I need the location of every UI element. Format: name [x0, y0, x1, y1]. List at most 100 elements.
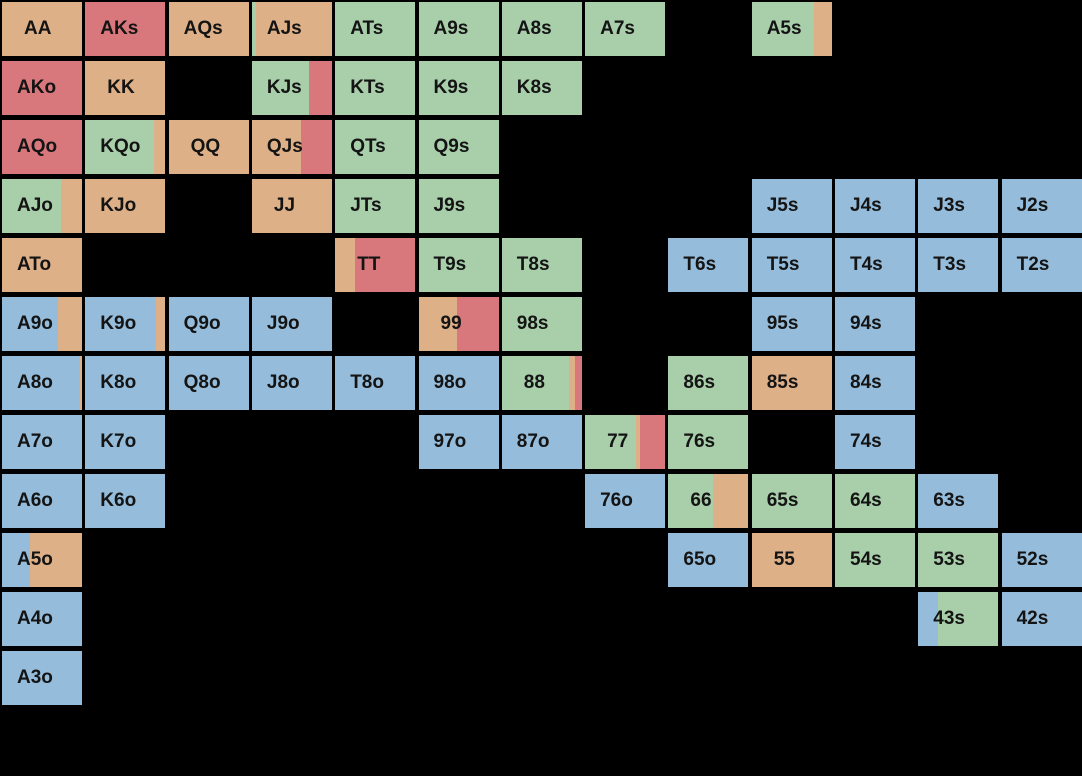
hand-cell-A5s[interactable]: A5s [751, 2, 832, 56]
hand-cell-KJs[interactable]: KJs [251, 61, 332, 115]
frequency-segment-orange [85, 61, 166, 115]
hand-cell-K9s[interactable]: K9s [418, 61, 499, 115]
hand-cell-98o[interactable]: 98o [418, 356, 499, 410]
hand-cell-K8o[interactable]: K8o [85, 356, 166, 410]
hand-cell-TT[interactable]: TT [335, 238, 416, 292]
frequency-segment-red [575, 356, 582, 410]
frequency-segment-blue [85, 297, 157, 351]
frequency-segment-orange [30, 533, 82, 587]
hand-cell-J3s[interactable]: J3s [918, 179, 999, 233]
hand-cell-88[interactable]: 88 [501, 356, 582, 410]
hand-cell-QJs[interactable]: QJs [251, 120, 332, 174]
hand-cell-T6s[interactable]: T6s [668, 238, 749, 292]
hand-cell-JTs[interactable]: JTs [335, 179, 416, 233]
hand-cell-95s[interactable]: 95s [751, 297, 832, 351]
frequency-segment-blue [418, 356, 499, 410]
hand-label: K9s [433, 77, 469, 98]
hand-cell-QTs[interactable]: QTs [335, 120, 416, 174]
hand-cell-65o[interactable]: 65o [668, 533, 749, 587]
hand-cell-T4s[interactable]: T4s [835, 238, 915, 292]
hand-cell-94s[interactable]: 94s [835, 297, 915, 351]
hand-label: K9o [100, 313, 137, 334]
frequency-segment-blue [2, 651, 82, 705]
hand-cell-99[interactable]: 99 [418, 297, 499, 351]
hand-cell-42s[interactable]: 42s [1001, 592, 1082, 646]
frequency-segment-blue [918, 238, 999, 292]
hand-cell-J5s[interactable]: J5s [751, 179, 832, 233]
hand-cell-KQo[interactable]: KQo [85, 120, 166, 174]
hand-label: 76o [600, 490, 633, 511]
hand-cell-K8s[interactable]: K8s [501, 61, 582, 115]
hand-cell-54s[interactable]: 54s [835, 533, 915, 587]
hand-cell-A9s[interactable]: A9s [418, 2, 499, 56]
hand-cell-ATs[interactable]: ATs [335, 2, 416, 56]
hand-cell-55[interactable]: 55 [751, 533, 832, 587]
hand-cell-43s[interactable]: 43s [918, 592, 999, 646]
hand-cell-J4s[interactable]: J4s [835, 179, 915, 233]
hand-cell-J2s[interactable]: J2s [1001, 179, 1082, 233]
hand-cell-J9o[interactable]: J9o [251, 297, 332, 351]
hand-cell-AJs[interactable]: AJs [251, 2, 332, 56]
hand-cell-A7o[interactable]: A7o [2, 415, 82, 469]
hand-cell-65s[interactable]: 65s [751, 474, 832, 528]
hand-cell-98s[interactable]: 98s [501, 297, 582, 351]
hand-cell-77[interactable]: 77 [585, 415, 666, 469]
hand-cell-86s[interactable]: 86s [668, 356, 749, 410]
hand-cell-K7o[interactable]: K7o [85, 415, 166, 469]
hand-cell-AKo[interactable]: AKo [2, 61, 82, 115]
hand-cell-74s[interactable]: 74s [835, 415, 915, 469]
hand-cell-T8s[interactable]: T8s [501, 238, 582, 292]
hand-cell-Q9s[interactable]: Q9s [418, 120, 499, 174]
frequency-segment-blue [2, 474, 82, 528]
hand-cell-K9o[interactable]: K9o [85, 297, 166, 351]
hand-cell-J8o[interactable]: J8o [251, 356, 332, 410]
hand-cell-T8o[interactable]: T8o [335, 356, 416, 410]
hand-label: 43s [933, 608, 965, 629]
hand-cell-KTs[interactable]: KTs [335, 61, 416, 115]
hand-cell-AJo[interactable]: AJo [2, 179, 82, 233]
hand-label: 98s [516, 313, 549, 334]
hand-label: 64s [850, 490, 882, 511]
hand-cell-A6o[interactable]: A6o [2, 474, 82, 528]
hand-cell-84s[interactable]: 84s [835, 356, 915, 410]
hand-cell-53s[interactable]: 53s [918, 533, 999, 587]
hand-cell-T9s[interactable]: T9s [418, 238, 499, 292]
hand-cell-A9o[interactable]: A9o [2, 297, 82, 351]
hand-cell-T3s[interactable]: T3s [918, 238, 999, 292]
hand-cell-K6o[interactable]: K6o [85, 474, 166, 528]
hand-cell-JJ[interactable]: JJ [251, 179, 332, 233]
hand-cell-T5s[interactable]: T5s [751, 238, 832, 292]
hand-cell-97o[interactable]: 97o [418, 415, 499, 469]
hand-cell-Q9o[interactable]: Q9o [168, 297, 249, 351]
hand-cell-A7s[interactable]: A7s [585, 2, 666, 56]
hand-cell-87o[interactable]: 87o [501, 415, 582, 469]
hand-cell-AA[interactable]: AA [2, 2, 82, 56]
frequency-segment-green [418, 2, 499, 56]
hand-cell-T2s[interactable]: T2s [1001, 238, 1082, 292]
hand-cell-KJo[interactable]: KJo [85, 179, 166, 233]
hand-cell-J9s[interactable]: J9s [418, 179, 499, 233]
hand-cell-85s[interactable]: 85s [751, 356, 832, 410]
hand-cell-AQo[interactable]: AQo [2, 120, 82, 174]
hand-cell-A8s[interactable]: A8s [501, 2, 582, 56]
frequency-segment-blue [168, 356, 249, 410]
hand-label: A8s [516, 18, 552, 39]
hand-cell-76o[interactable]: 76o [585, 474, 666, 528]
hand-cell-63s[interactable]: 63s [918, 474, 999, 528]
hand-cell-A4o[interactable]: A4o [2, 592, 82, 646]
hand-label: 85s [766, 372, 799, 393]
hand-cell-66[interactable]: 66 [668, 474, 749, 528]
hand-cell-64s[interactable]: 64s [835, 474, 915, 528]
hand-cell-AKs[interactable]: AKs [85, 2, 166, 56]
hand-cell-AQs[interactable]: AQs [168, 2, 249, 56]
hand-cell-76s[interactable]: 76s [668, 415, 749, 469]
hand-cell-ATo[interactable]: ATo [2, 238, 82, 292]
frequency-segment-blue [418, 415, 499, 469]
hand-cell-52s[interactable]: 52s [1001, 533, 1082, 587]
hand-cell-KK[interactable]: KK [85, 61, 166, 115]
hand-cell-A3o[interactable]: A3o [2, 651, 82, 705]
hand-cell-A5o[interactable]: A5o [2, 533, 82, 587]
hand-cell-QQ[interactable]: QQ [168, 120, 249, 174]
hand-cell-Q8o[interactable]: Q8o [168, 356, 249, 410]
hand-cell-A8o[interactable]: A8o [2, 356, 82, 410]
